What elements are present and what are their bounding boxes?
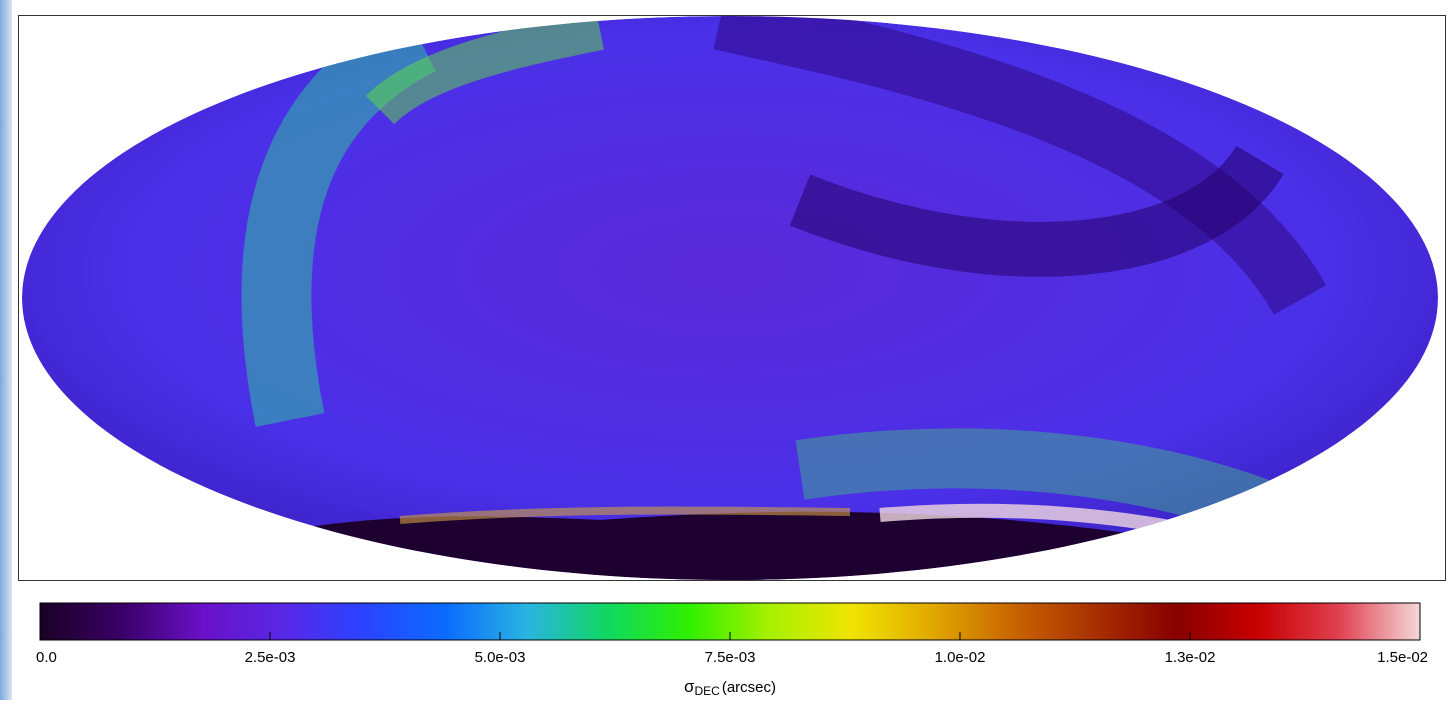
- tick-label: 1.3e-02: [1165, 649, 1216, 666]
- tick-label: 5.0e-03: [475, 649, 526, 666]
- axis-unit: (arcsec): [722, 679, 776, 696]
- tick-label: 2.5e-03: [245, 649, 296, 666]
- side-strip: [0, 0, 12, 700]
- axis-symbol: σ: [684, 677, 695, 696]
- tick-label: 1.0e-02: [935, 649, 986, 666]
- tick-label: 0.0: [36, 649, 57, 666]
- tick-label: 7.5e-03: [705, 649, 756, 666]
- tick-label: 1.5e-02: [1377, 649, 1428, 666]
- axis-subscript: DEC: [694, 684, 720, 698]
- axis-label: σDEC (arcsec): [684, 677, 776, 698]
